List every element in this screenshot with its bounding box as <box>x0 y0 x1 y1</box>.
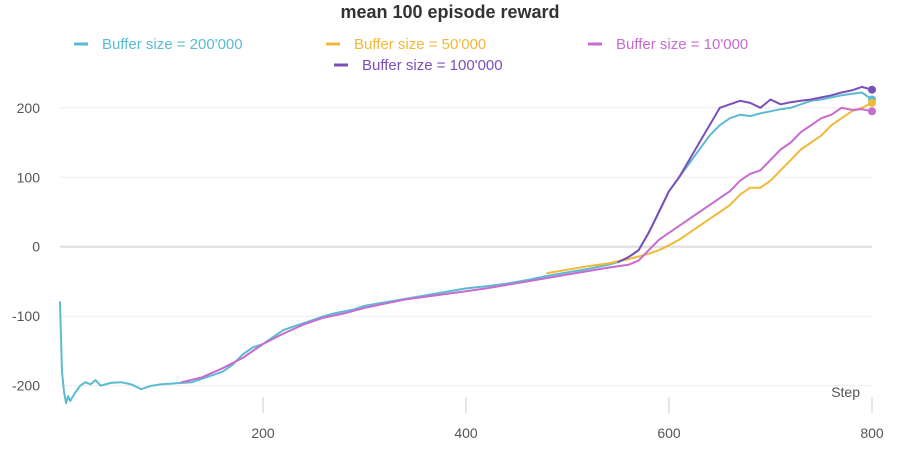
legend-item[interactable]: Buffer size = 10'000 <box>588 36 748 53</box>
y-axis-ticks: 200 100 0 -100 -200 <box>12 100 40 394</box>
grid-lines <box>60 107 872 387</box>
series-layer <box>59 85 873 405</box>
series-line-0 <box>59 91 873 405</box>
series-line-3 <box>617 85 873 263</box>
series-end-point <box>868 85 876 94</box>
x-tick-label: 800 <box>860 425 884 441</box>
x-tick-label: 400 <box>454 425 478 441</box>
series-line-1 <box>546 101 873 275</box>
legend-item[interactable]: Buffer size = 50'000 <box>326 36 486 53</box>
x-tick-label: 200 <box>251 425 275 441</box>
legend-label: Buffer size = 100'000 <box>362 57 503 74</box>
series-end-point <box>868 107 876 116</box>
x-axis-label: Step <box>831 384 860 400</box>
y-tick-label: 100 <box>17 169 41 185</box>
chart-title: mean 100 episode reward <box>340 2 559 22</box>
legend-item[interactable]: Buffer size = 100'000 <box>334 57 503 74</box>
legend-label: Buffer size = 10'000 <box>616 36 748 53</box>
y-tick-label: -100 <box>12 308 40 324</box>
y-tick-label: 200 <box>17 100 41 116</box>
legend-label: Buffer size = 200'000 <box>102 36 243 53</box>
series-end-point <box>868 98 876 107</box>
y-tick-label: 0 <box>32 239 40 255</box>
end-markers <box>868 85 876 116</box>
y-tick-label: -200 <box>12 378 40 394</box>
x-axis-ticks: 200 400 600 800 <box>251 397 884 441</box>
series-line-2 <box>180 106 873 384</box>
legend-label: Buffer size = 50'000 <box>354 36 486 53</box>
x-tick-label: 600 <box>657 425 681 441</box>
legend-item[interactable]: Buffer size = 200'000 <box>74 36 243 53</box>
legend: Buffer size = 200'000 Buffer size = 50'00… <box>74 36 748 74</box>
